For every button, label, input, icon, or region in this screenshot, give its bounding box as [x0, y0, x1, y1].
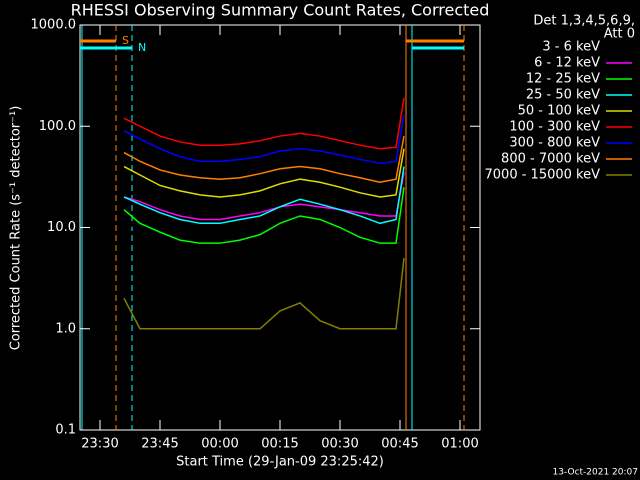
x-tick-label: 23:30 — [81, 437, 118, 452]
legend-header: Det 1,3,4,5,6,9, — [533, 14, 635, 29]
legend-label: 7000 - 15000 keV — [485, 168, 601, 183]
flag-label: S — [122, 34, 129, 47]
x-tick-label: 00:30 — [321, 437, 358, 452]
y-tick-label: 1.0 — [55, 321, 76, 336]
x-tick-label: 00:45 — [381, 437, 418, 452]
legend-label: 100 - 300 keV — [509, 120, 600, 135]
legend-header: Att 0 — [604, 27, 635, 42]
legend-label: 800 - 7000 keV — [501, 152, 600, 167]
x-tick-label: 00:00 — [201, 437, 238, 452]
legend-label: 50 - 100 keV — [518, 104, 601, 119]
legend-label: 25 - 50 keV — [526, 88, 600, 103]
y-axis-label: Corrected Count Rate (s⁻¹ detector⁻¹) — [9, 106, 24, 351]
x-axis-label: Start Time (29-Jan-09 23:25:42) — [176, 455, 384, 470]
series-line — [123, 148, 405, 198]
legend-label: 12 - 25 keV — [526, 72, 600, 87]
series-line — [123, 209, 405, 259]
series-line — [123, 135, 405, 183]
y-tick-label: 10.0 — [47, 220, 76, 235]
series-line — [123, 257, 405, 330]
series-line — [123, 97, 405, 150]
footer: 13-Oct-2021 20:07 — [553, 468, 638, 478]
series-line — [123, 187, 405, 244]
y-tick-label: 1000.0 — [31, 18, 77, 33]
y-tick-label: 100.0 — [39, 119, 76, 134]
legend-label: 3 - 6 keV — [542, 40, 600, 55]
x-tick-label: 00:15 — [261, 437, 298, 452]
legend-label: 6 - 12 keV — [534, 56, 600, 71]
plot-frame — [79, 24, 481, 431]
chart-title: RHESSI Observing Summary Count Rates, Co… — [71, 1, 490, 20]
series-line — [123, 166, 405, 225]
y-tick-label: 0.1 — [55, 423, 76, 438]
x-tick-label: 23:45 — [141, 437, 178, 452]
series-line — [123, 172, 405, 221]
series-line — [123, 114, 405, 165]
legend-label: 300 - 800 keV — [509, 136, 600, 151]
flag-label: N — [138, 41, 146, 54]
x-tick-label: 01:00 — [441, 437, 478, 452]
